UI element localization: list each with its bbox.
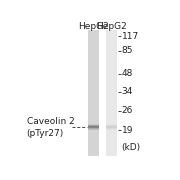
Text: (kD): (kD) (122, 143, 141, 152)
Text: 48: 48 (122, 69, 133, 78)
Text: 26: 26 (122, 107, 133, 116)
Text: Caveolin 2: Caveolin 2 (27, 116, 75, 125)
Text: 117: 117 (122, 32, 139, 41)
Text: 34: 34 (122, 87, 133, 96)
Text: HepG2: HepG2 (96, 22, 127, 31)
Text: 85: 85 (122, 46, 133, 55)
Text: 19: 19 (122, 126, 133, 135)
Text: (pTyr27): (pTyr27) (27, 129, 64, 138)
Text: HepG2: HepG2 (78, 22, 109, 31)
